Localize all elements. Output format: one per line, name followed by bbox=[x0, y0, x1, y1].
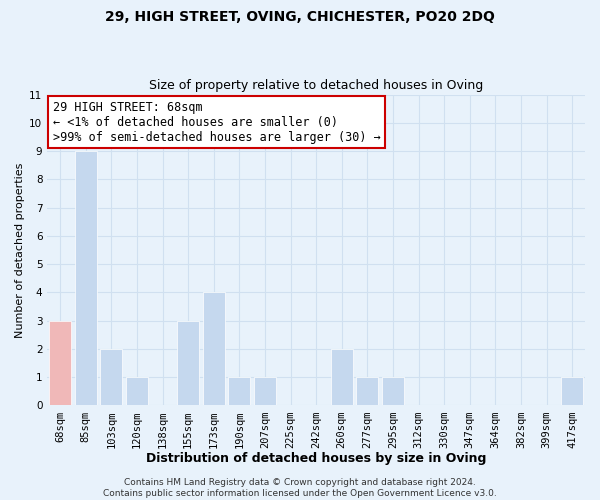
Bar bbox=[75, 151, 97, 406]
Title: Size of property relative to detached houses in Oving: Size of property relative to detached ho… bbox=[149, 79, 483, 92]
X-axis label: Distribution of detached houses by size in Oving: Distribution of detached houses by size … bbox=[146, 452, 487, 465]
Bar bbox=[382, 377, 404, 406]
Bar bbox=[126, 377, 148, 406]
Y-axis label: Number of detached properties: Number of detached properties bbox=[15, 162, 25, 338]
Bar bbox=[254, 377, 276, 406]
Text: 29, HIGH STREET, OVING, CHICHESTER, PO20 2DQ: 29, HIGH STREET, OVING, CHICHESTER, PO20… bbox=[105, 10, 495, 24]
Bar bbox=[562, 377, 583, 406]
Bar bbox=[177, 320, 199, 406]
Bar bbox=[356, 377, 378, 406]
Bar bbox=[331, 349, 353, 406]
Bar bbox=[203, 292, 224, 406]
Text: Contains HM Land Registry data © Crown copyright and database right 2024.
Contai: Contains HM Land Registry data © Crown c… bbox=[103, 478, 497, 498]
Text: 29 HIGH STREET: 68sqm
← <1% of detached houses are smaller (0)
>99% of semi-deta: 29 HIGH STREET: 68sqm ← <1% of detached … bbox=[53, 101, 380, 144]
Bar bbox=[49, 320, 71, 406]
Bar bbox=[229, 377, 250, 406]
Bar bbox=[100, 349, 122, 406]
